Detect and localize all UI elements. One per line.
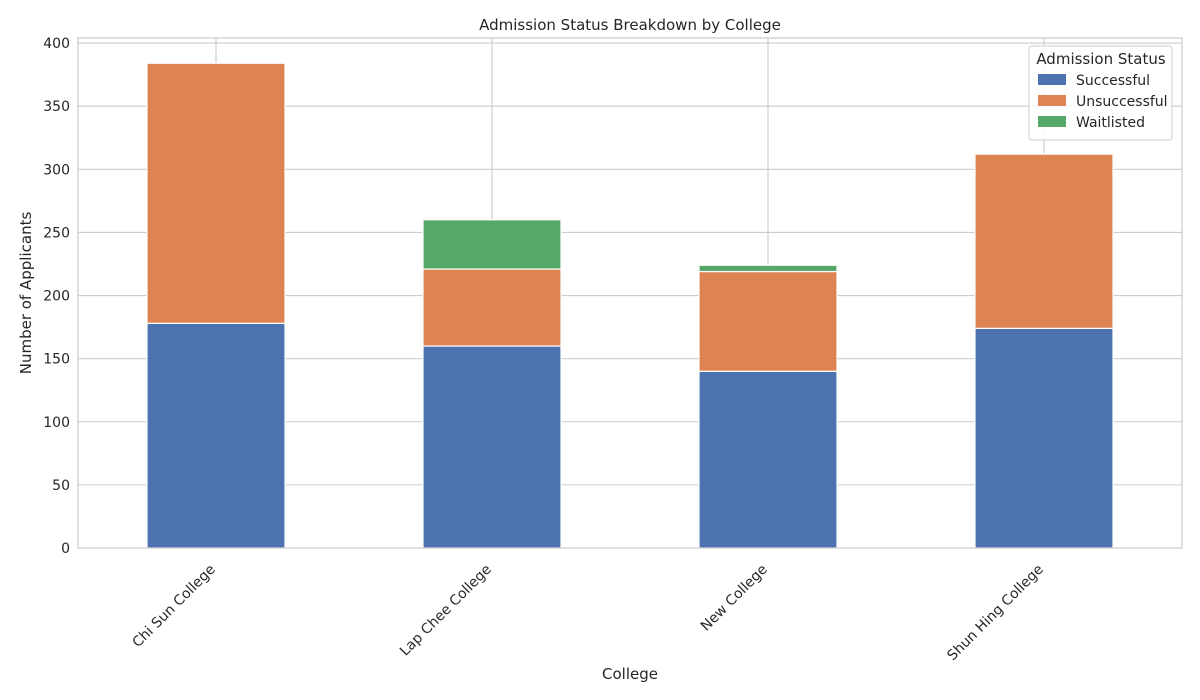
plot-frame bbox=[77, 37, 1183, 549]
bar-successful-3 bbox=[974, 327, 1114, 549]
y-tick-label: 50 bbox=[52, 478, 70, 494]
legend-label-waitlisted: Waitlisted bbox=[1076, 115, 1145, 131]
y-tick-label: 350 bbox=[43, 99, 70, 115]
bar-successful-1 bbox=[422, 345, 562, 549]
legend-swatch-successful bbox=[1038, 74, 1066, 85]
legend-title: Admission Status bbox=[1036, 50, 1166, 68]
bar-waitlisted-2 bbox=[698, 264, 838, 273]
bar-waitlisted-1 bbox=[422, 219, 562, 270]
bar-successful-2 bbox=[698, 370, 838, 549]
y-tick-label: 100 bbox=[43, 415, 70, 431]
legend-items: Successful Unsuccessful Waitlisted bbox=[1038, 73, 1168, 131]
y-tick-label: 400 bbox=[43, 36, 70, 52]
y-tick-label: 250 bbox=[43, 225, 70, 241]
bar-unsuccessful-3 bbox=[974, 153, 1114, 329]
legend-swatch-unsuccessful bbox=[1038, 95, 1066, 106]
y-tick-label: 150 bbox=[43, 352, 70, 368]
legend-label-unsuccessful: Unsuccessful bbox=[1076, 94, 1168, 110]
y-tick-label: 300 bbox=[43, 162, 70, 178]
chart-title: Admission Status Breakdown by College bbox=[479, 16, 781, 34]
bar-unsuccessful-1 bbox=[422, 268, 562, 347]
y-tick-label: 200 bbox=[43, 289, 70, 305]
legend: Admission Status Successful Unsuccessful W… bbox=[1028, 45, 1173, 141]
y-tick-labels: 0 50 100 150 200 250 300 350 400 bbox=[43, 36, 70, 557]
bar-unsuccessful-0 bbox=[146, 62, 286, 324]
bar-successful-0 bbox=[146, 322, 286, 549]
legend-label-successful: Successful bbox=[1076, 73, 1150, 89]
y-tick-label: 0 bbox=[61, 541, 70, 557]
legend-swatch-waitlisted bbox=[1038, 116, 1066, 127]
y-axis-title: Number of Applicants bbox=[17, 212, 35, 375]
bar-unsuccessful-2 bbox=[698, 270, 838, 372]
x-axis-title: College bbox=[602, 665, 658, 683]
bars bbox=[146, 62, 1114, 549]
